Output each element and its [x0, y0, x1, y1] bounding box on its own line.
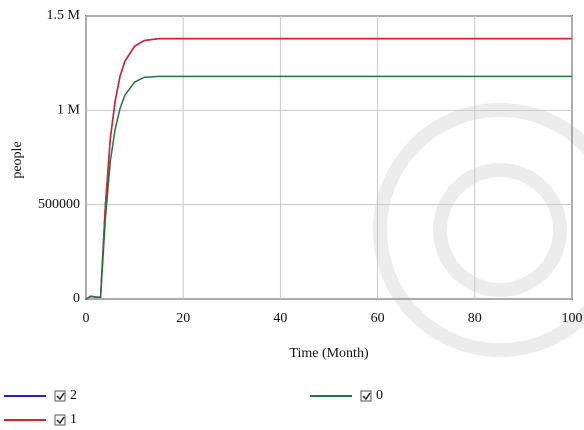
series-line [85, 75, 572, 300]
y-tick-label: 1 M [57, 103, 81, 118]
legend-check [56, 416, 65, 425]
plot-frame [85, 15, 573, 300]
legend-check [362, 392, 371, 401]
x-tick-label: 20 [176, 311, 190, 326]
legend-checkbox[interactable] [54, 414, 66, 426]
legend-check [56, 392, 65, 401]
legend-label: 1 [70, 412, 77, 427]
legend-label: 0 [376, 388, 383, 403]
y-tick-label: 500000 [38, 197, 80, 212]
y-tick-label: 1.5 M [47, 8, 81, 23]
legend-label: 2 [70, 388, 77, 403]
x-tick-label: 60 [371, 311, 385, 326]
x-tick-label: 40 [273, 311, 287, 326]
watermark [373, 103, 584, 357]
x-tick-label: 100 [562, 311, 583, 326]
y-tick-label: 0 [73, 291, 80, 306]
y-axis-label: people [10, 141, 25, 178]
x-axis-label: Time (Month) [289, 346, 369, 361]
legend-checkbox[interactable] [360, 390, 372, 402]
x-tick-label: 80 [468, 311, 482, 326]
legend-checkbox[interactable] [54, 390, 66, 402]
x-tick-label: 0 [83, 311, 90, 326]
